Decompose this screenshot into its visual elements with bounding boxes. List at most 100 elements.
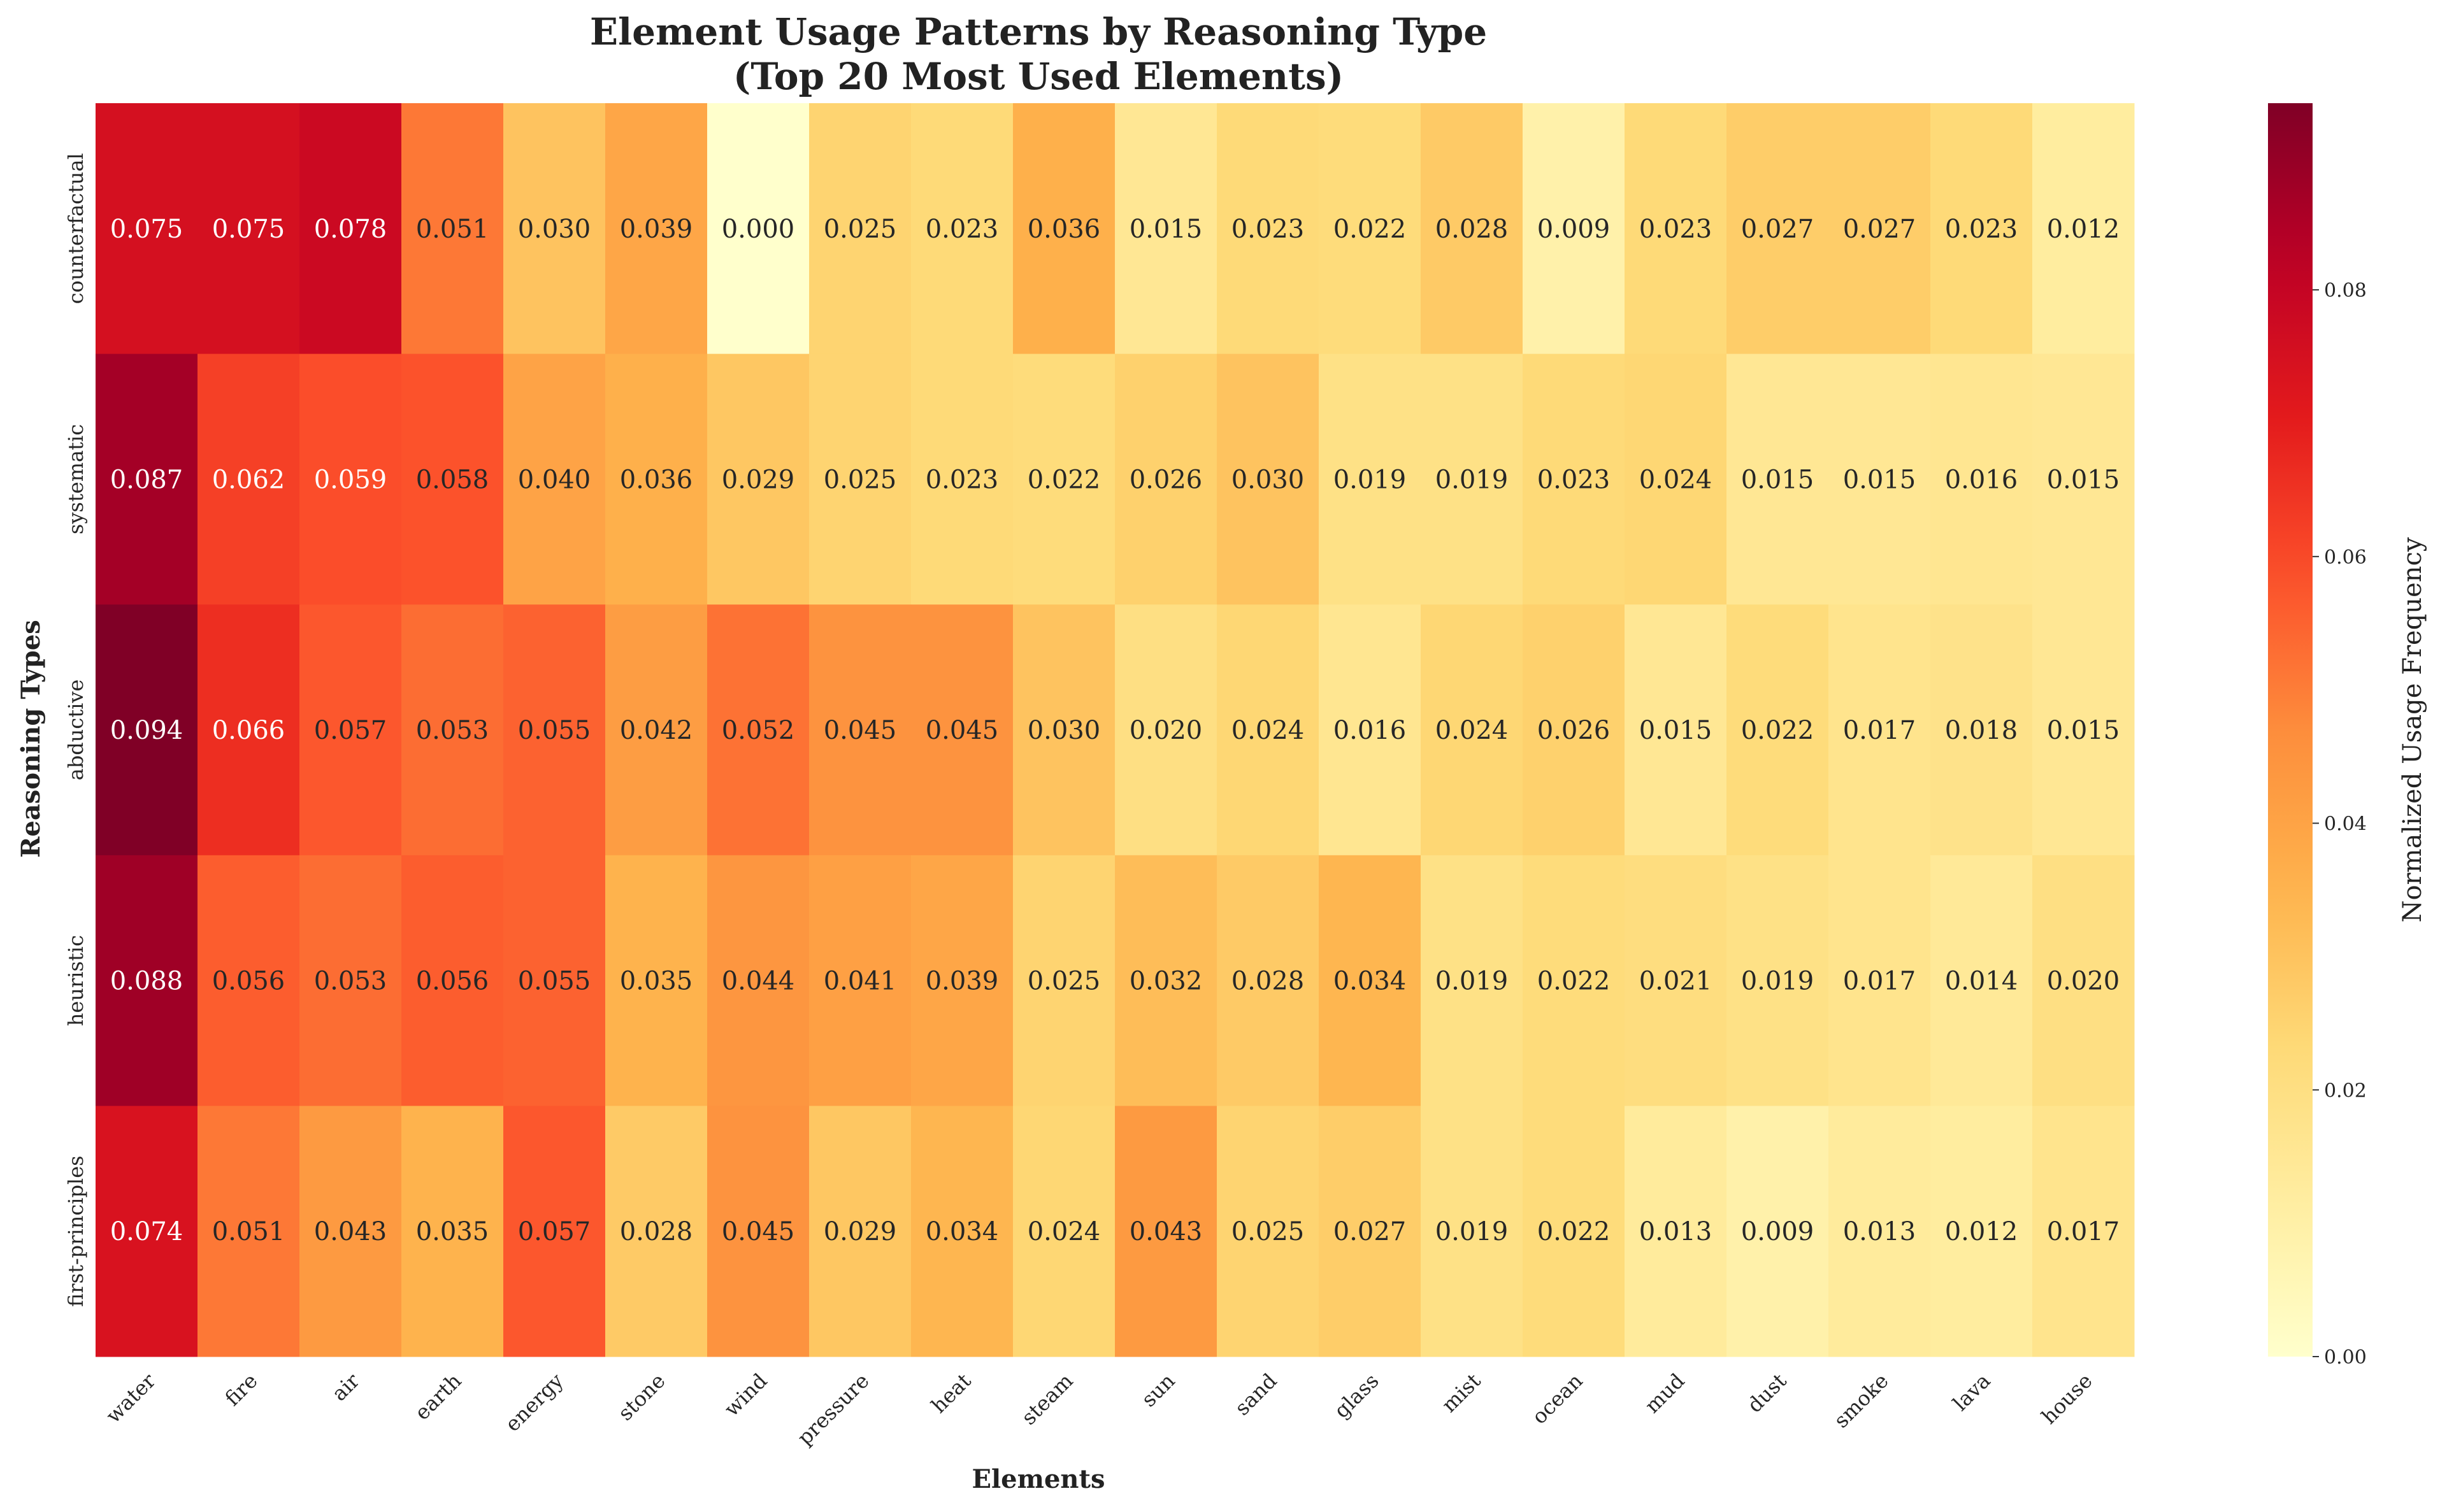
- cell-value-label: 0.028: [620, 1217, 693, 1246]
- heatmap-cell: [605, 855, 708, 1106]
- heatmap-cell: [96, 103, 198, 355]
- cell-value-label: 0.027: [1843, 215, 1916, 244]
- cell-value-label: 0.026: [1537, 716, 1611, 745]
- cell-value-label: 0.035: [620, 967, 693, 996]
- cell-value-label: 0.026: [1130, 465, 1203, 494]
- heatmap-cell: [1523, 604, 1625, 856]
- heatmap-cell: [2032, 103, 2135, 355]
- cell-value-label: 0.042: [620, 716, 693, 745]
- heatmap-cell: [911, 353, 1014, 605]
- heatmap-cell: [1319, 103, 1421, 355]
- cell-value-label: 0.024: [1435, 716, 1509, 745]
- cell-value-label: 0.020: [1130, 716, 1203, 745]
- colorbar-label: Normalized Usage Frequency: [2398, 537, 2427, 922]
- heatmap-cell: [1523, 855, 1625, 1106]
- y-tick-label: abductive: [64, 680, 88, 781]
- heatmap-cell: [299, 855, 402, 1106]
- heatmap-cell: [809, 1106, 912, 1357]
- cell-value-label: 0.023: [1231, 215, 1305, 244]
- cell-value-label: 0.055: [518, 716, 591, 745]
- heatmap-cell: [1523, 353, 1625, 605]
- cell-value-label: 0.024: [1639, 465, 1712, 494]
- cell-value-label: 0.088: [110, 967, 183, 996]
- colorbar-ticks: 0.00 0.02 0.04 0.06 0.08: [2313, 280, 2367, 1369]
- y-tick-label: heuristic: [64, 935, 88, 1026]
- cell-value-label: 0.023: [926, 215, 999, 244]
- heatmap-cell: [1013, 353, 1116, 605]
- heatmap-cell: [1319, 353, 1421, 605]
- heatmap-cell: [1625, 855, 1727, 1106]
- heatmap-cell: [1726, 353, 1829, 605]
- cell-value-label: 0.025: [824, 215, 897, 244]
- cell-value-label: 0.019: [1741, 967, 1814, 996]
- cell-value-label: 0.022: [1333, 215, 1407, 244]
- heatmap-cell: [1115, 604, 1217, 856]
- heatmap-cell: [299, 353, 402, 605]
- cell-value-label: 0.045: [926, 716, 999, 745]
- cell-value-label: 0.017: [1843, 716, 1916, 745]
- heatmap-cell: [401, 1106, 504, 1357]
- heatmap-cell: [96, 353, 198, 605]
- cell-value-label: 0.041: [824, 967, 897, 996]
- cell-value-label: 0.015: [1130, 215, 1203, 244]
- heatmap-cell: [1319, 1106, 1421, 1357]
- cell-value-label: 0.053: [314, 967, 387, 996]
- colorbar-tick-label: 0.06: [2324, 546, 2367, 569]
- heatmap-cell: [401, 103, 504, 355]
- cell-value-label: 0.045: [722, 1217, 795, 1246]
- colorbar-tick-label: 0.04: [2324, 813, 2367, 836]
- heatmap-cell: [2032, 1106, 2135, 1357]
- cell-value-label: 0.078: [314, 215, 387, 244]
- cell-value-label: 0.015: [1843, 465, 1916, 494]
- heatmap-cell: [1930, 855, 2033, 1106]
- cell-value-label: 0.032: [1130, 967, 1203, 996]
- cell-value-label: 0.021: [1639, 967, 1712, 996]
- chart-title-line1: Element Usage Patterns by Reasoning Type: [590, 10, 1487, 53]
- heatmap-cell: [809, 353, 912, 605]
- cell-value-label: 0.017: [1843, 967, 1916, 996]
- cell-value-label: 0.019: [1435, 967, 1509, 996]
- cell-value-label: 0.019: [1333, 465, 1407, 494]
- y-axis-label: Reasoning Types: [16, 620, 46, 858]
- heatmap-cell: [299, 604, 402, 856]
- heatmap-cell: [197, 353, 300, 605]
- cell-value-label: 0.030: [1028, 716, 1101, 745]
- heatmap-cell: [707, 1106, 810, 1357]
- heatmap-cell: [1217, 604, 1319, 856]
- cell-value-label: 0.013: [1639, 1217, 1712, 1246]
- cell-value-label: 0.016: [1945, 465, 2018, 494]
- cell-value-label: 0.022: [1537, 967, 1611, 996]
- heatmap-cell: [1217, 855, 1319, 1106]
- cell-value-label: 0.023: [1639, 215, 1712, 244]
- cell-value-label: 0.019: [1435, 465, 1509, 494]
- cell-value-label: 0.015: [2047, 716, 2120, 745]
- y-tick-labels: counterfactual systematic abductive heurist…: [64, 153, 88, 1307]
- heatmap-cell: [1421, 103, 1523, 355]
- heatmap-cell: [1013, 604, 1116, 856]
- heatmap-cell: [2032, 353, 2135, 605]
- heatmap-cell: [299, 103, 402, 355]
- heatmap-cell: [1828, 604, 1931, 856]
- heatmap-cell: [503, 604, 606, 856]
- cell-value-label: 0.019: [1435, 1217, 1509, 1246]
- heatmap-cell: [1523, 1106, 1625, 1357]
- heatmap-cell: [1319, 855, 1421, 1106]
- y-tick-label: systematic: [64, 424, 88, 534]
- heatmap-cell: [1930, 604, 2033, 856]
- cell-value-label: 0.022: [1741, 716, 1814, 745]
- cell-annotations: 0.075 0.075 0.078 0.051 0.030 0.039 0.000 0.025…: [110, 215, 2120, 1246]
- cell-value-label: 0.009: [1537, 215, 1611, 244]
- heatmap-cell: [96, 855, 198, 1106]
- cell-value-label: 0.074: [110, 1217, 183, 1246]
- colorbar-tick-label: 0.02: [2324, 1080, 2367, 1102]
- cell-value-label: 0.051: [212, 1217, 285, 1246]
- cell-value-label: 0.012: [1945, 1217, 2018, 1246]
- heatmap-cell: [911, 604, 1014, 856]
- cell-value-label: 0.022: [1028, 465, 1101, 494]
- cell-value-label: 0.022: [1537, 1217, 1611, 1246]
- cell-value-label: 0.025: [824, 465, 897, 494]
- heatmap-cell: [1930, 103, 2033, 355]
- heatmap-cell: [299, 1106, 402, 1357]
- heatmap-cell: [809, 103, 912, 355]
